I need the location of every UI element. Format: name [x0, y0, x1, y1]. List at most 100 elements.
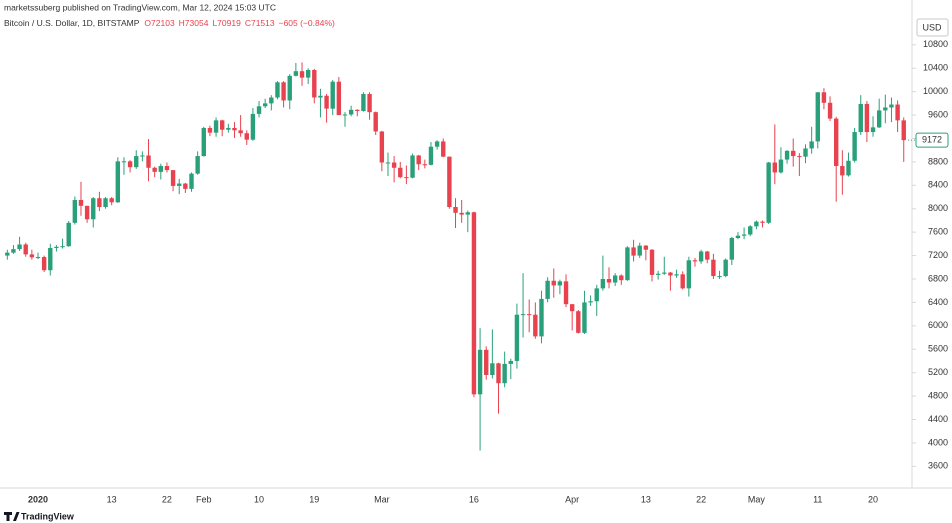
y-tick-label: 6800: [928, 273, 948, 283]
candle-body: [189, 173, 194, 189]
candle-body: [502, 363, 507, 384]
candle-body: [643, 245, 649, 250]
last-price-label: 9172: [922, 135, 942, 145]
candle-body: [305, 70, 311, 78]
candle-body: [60, 246, 65, 248]
candle-body: [379, 131, 385, 163]
currency: USD: [922, 22, 942, 32]
x-tick-label: 22: [162, 494, 172, 504]
candle-body: [441, 141, 446, 157]
candle-body: [404, 177, 409, 179]
x-tick-label: Feb: [196, 494, 212, 504]
candle-body: [54, 246, 59, 248]
candle-body: [600, 279, 606, 289]
candle-body: [281, 82, 286, 101]
publisher-note: marketssuberg published on TradingView.c…: [4, 2, 276, 12]
candle-body: [606, 279, 612, 283]
candle-body: [140, 155, 145, 157]
candle-body: [692, 260, 698, 262]
candle-body: [876, 110, 882, 128]
candle-body: [864, 103, 870, 133]
candle-body: [649, 249, 655, 275]
candle-body: [815, 92, 820, 142]
candle-body: [152, 167, 157, 172]
candle-body: [852, 132, 857, 161]
y-tick-label: 4400: [928, 414, 948, 424]
candle-body: [520, 314, 526, 316]
candle-body: [262, 103, 268, 107]
candle-body: [220, 120, 225, 130]
candle-body: [484, 349, 489, 376]
candle-body: [11, 249, 16, 253]
candle-body: [723, 259, 728, 277]
y-tick-label: 10800: [923, 39, 948, 49]
x-tick-label: 22: [696, 494, 706, 504]
candle-body: [127, 161, 133, 168]
candle-body: [134, 156, 139, 168]
candle-body: [447, 156, 452, 207]
brand: TradingView: [21, 511, 75, 521]
x-tick-label: 10: [254, 494, 264, 504]
candle-body: [41, 257, 47, 271]
y-tick-label: 4000: [928, 437, 948, 447]
candle-body: [588, 301, 593, 303]
candle-body: [416, 155, 421, 165]
candle-body: [637, 245, 642, 256]
y-tick-label: 3600: [928, 461, 948, 471]
candle-body: [631, 247, 636, 256]
candle-body: [410, 155, 415, 178]
candle-body: [453, 206, 458, 213]
ohlc-close: C71513: [245, 18, 275, 28]
candle-body: [232, 127, 237, 131]
candle-body: [330, 81, 335, 109]
candle-body: [490, 363, 495, 376]
logo-mark: [4, 512, 20, 521]
candle-body: [465, 212, 470, 215]
candle-body: [428, 146, 434, 165]
candle-body: [115, 161, 121, 203]
candle-body: [103, 198, 108, 207]
y-tick-label: 4800: [928, 390, 948, 400]
candle-body: [778, 159, 784, 173]
x-tick-label: 13: [107, 494, 117, 504]
candle-body: [287, 75, 292, 101]
candle-body: [625, 247, 630, 281]
x-tick-label: 13: [641, 494, 651, 504]
brand-logo: [4, 512, 20, 521]
candle-body: [121, 161, 127, 163]
candle-body: [705, 251, 710, 260]
candle-body: [355, 109, 360, 111]
candle-body: [207, 127, 213, 133]
y-tick-label: 6000: [928, 320, 948, 330]
last-price-box: [915, 132, 949, 148]
candle-body: [78, 199, 84, 206]
candle-body: [373, 112, 378, 132]
candle-body: [668, 272, 673, 276]
ohlc-high: H73054: [179, 18, 209, 28]
candle-body: [895, 104, 900, 121]
x-tick-label: Mar: [374, 494, 390, 504]
y-tick-label: 9600: [928, 109, 948, 119]
candle-body: [870, 127, 876, 133]
symbol-line: Bitcoin / U.S. Dollar, 1D, BITSTAMP O7210…: [4, 18, 335, 28]
y-tick-label: 7600: [928, 227, 948, 237]
y-tick-label: 8800: [928, 156, 948, 166]
candle-body: [496, 363, 501, 384]
candle-body: [195, 156, 200, 174]
candle-body: [797, 156, 802, 158]
candle-body: [846, 160, 851, 176]
candle-body: [514, 314, 520, 361]
candle-body: [477, 349, 483, 395]
candle-body: [164, 166, 170, 171]
candle-body: [748, 226, 753, 235]
candle-body: [342, 114, 348, 116]
candle-body: [698, 251, 704, 262]
candle-body: [772, 162, 777, 173]
candle-body: [97, 198, 102, 207]
currency-box[interactable]: [916, 18, 949, 37]
candle-body: [551, 280, 556, 286]
candle-body: [619, 275, 624, 281]
y-tick-label: 10000: [923, 86, 948, 96]
candle-body: [177, 183, 182, 186]
candle-body: [809, 141, 814, 149]
